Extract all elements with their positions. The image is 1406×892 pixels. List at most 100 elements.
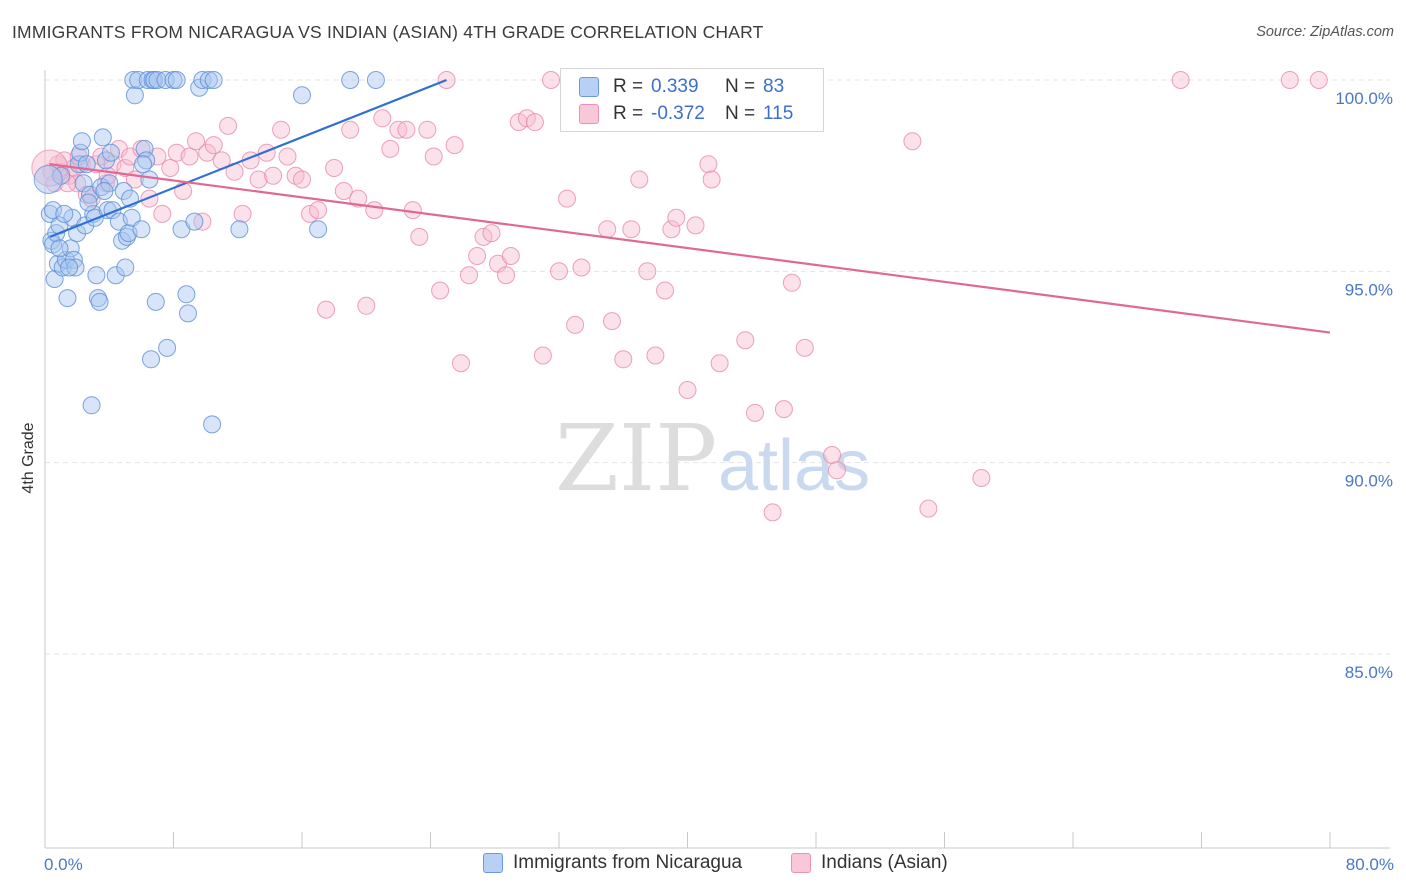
legend-r-label: R = — [613, 103, 644, 124]
y-tick-label: 95.0% — [1345, 280, 1393, 299]
data-point — [249, 170, 268, 189]
legend-swatch-blue — [579, 77, 599, 97]
legend-row-nicaragua: R = 0.339 N = 83 — [579, 76, 784, 98]
data-point — [129, 71, 148, 89]
data-point — [437, 71, 456, 89]
data-point — [167, 71, 186, 89]
data-point — [55, 204, 74, 223]
data-point — [203, 415, 222, 434]
data-point-cluster — [33, 164, 63, 194]
data-point — [93, 128, 112, 147]
data-point — [497, 266, 515, 285]
series-legend: Immigrants from Nicaragua Indians (Asian… — [0, 852, 1406, 878]
data-point — [431, 281, 450, 300]
data-point — [132, 220, 151, 239]
data-point — [341, 71, 360, 89]
series-legend-swatch-pink — [791, 853, 811, 873]
data-point — [101, 143, 120, 162]
data-point — [60, 258, 79, 277]
data-point — [501, 247, 520, 265]
data-point — [558, 189, 576, 208]
data-point — [114, 182, 133, 200]
data-point — [1280, 71, 1299, 89]
data-point — [903, 132, 922, 151]
data-point — [204, 136, 223, 155]
data-point — [198, 143, 217, 162]
data-point — [79, 193, 98, 212]
data-point — [187, 132, 205, 151]
data-point — [468, 247, 487, 265]
x-tick-label-min: 0.0% — [44, 855, 83, 874]
data-point — [334, 182, 353, 200]
data-point — [795, 338, 814, 357]
data-point — [418, 120, 437, 139]
data-point — [309, 201, 328, 220]
data-point — [397, 120, 416, 139]
data-point — [686, 216, 705, 235]
data-point — [656, 281, 674, 300]
data-point — [667, 208, 686, 227]
data-point — [566, 315, 585, 334]
data-point — [199, 71, 218, 89]
data-point — [135, 139, 154, 158]
data-point — [533, 346, 552, 365]
data-point — [58, 289, 77, 308]
data-point — [116, 159, 135, 177]
data-point — [827, 461, 846, 480]
data-point — [179, 304, 197, 323]
data-point — [146, 292, 165, 311]
data-point — [366, 71, 385, 89]
legend-n-label: N = — [725, 76, 756, 97]
data-point — [746, 403, 764, 422]
data-point — [525, 113, 544, 132]
legend-n-value: 83 — [763, 76, 785, 97]
data-point — [50, 239, 69, 258]
data-point — [662, 220, 681, 239]
data-point — [138, 71, 157, 89]
x-tick-label-max: 80.0% — [1346, 855, 1394, 874]
y-tick-labels: 100.0% 95.0% 90.0% 85.0% — [1335, 89, 1393, 682]
data-point — [445, 136, 464, 155]
data-point — [763, 503, 782, 522]
data-point — [230, 220, 249, 239]
data-point — [823, 446, 842, 464]
data-point — [572, 258, 591, 277]
series-immigrants-nicaragua — [33, 71, 385, 434]
y-tick-label: 100.0% — [1335, 89, 1393, 108]
y-tick-label: 90.0% — [1345, 472, 1393, 491]
data-point — [782, 273, 801, 292]
trendline-indians — [49, 163, 1331, 334]
source-label: Source: ZipAtlas.com — [1256, 24, 1394, 40]
data-point — [71, 143, 90, 162]
data-point — [349, 189, 368, 208]
trendline-nicaragua — [49, 78, 447, 238]
data-point — [158, 338, 177, 357]
data-point — [710, 354, 729, 373]
series-legend-item-nicaragua: Immigrants from Nicaragua — [483, 852, 742, 874]
data-point — [452, 354, 470, 373]
data-point — [638, 262, 657, 281]
data-point — [72, 132, 91, 151]
data-point — [373, 109, 392, 128]
data-point — [90, 292, 109, 311]
stats-legend: R = 0.339 N = 83 R = -0.372 N = 115 — [560, 68, 824, 132]
data-point — [116, 258, 135, 277]
data-point — [678, 381, 697, 399]
data-point — [177, 285, 196, 304]
gridlines — [45, 79, 1390, 655]
data-point — [603, 312, 621, 331]
data-point — [185, 212, 204, 231]
series-indians-asian — [31, 71, 1328, 522]
legend-swatch-pink — [579, 104, 599, 124]
legend-r-value: 0.339 — [651, 76, 699, 97]
series-legend-label: Immigrants from Nicaragua — [513, 852, 743, 873]
data-point — [66, 258, 85, 277]
watermark: ZIP atlas — [555, 405, 870, 512]
data-point — [381, 139, 400, 158]
data-point — [180, 147, 199, 166]
series-legend-label: Indians (Asian) — [821, 852, 948, 873]
data-point — [204, 71, 223, 89]
data-point — [702, 170, 721, 189]
data-point — [630, 170, 649, 189]
data-point — [317, 300, 336, 319]
